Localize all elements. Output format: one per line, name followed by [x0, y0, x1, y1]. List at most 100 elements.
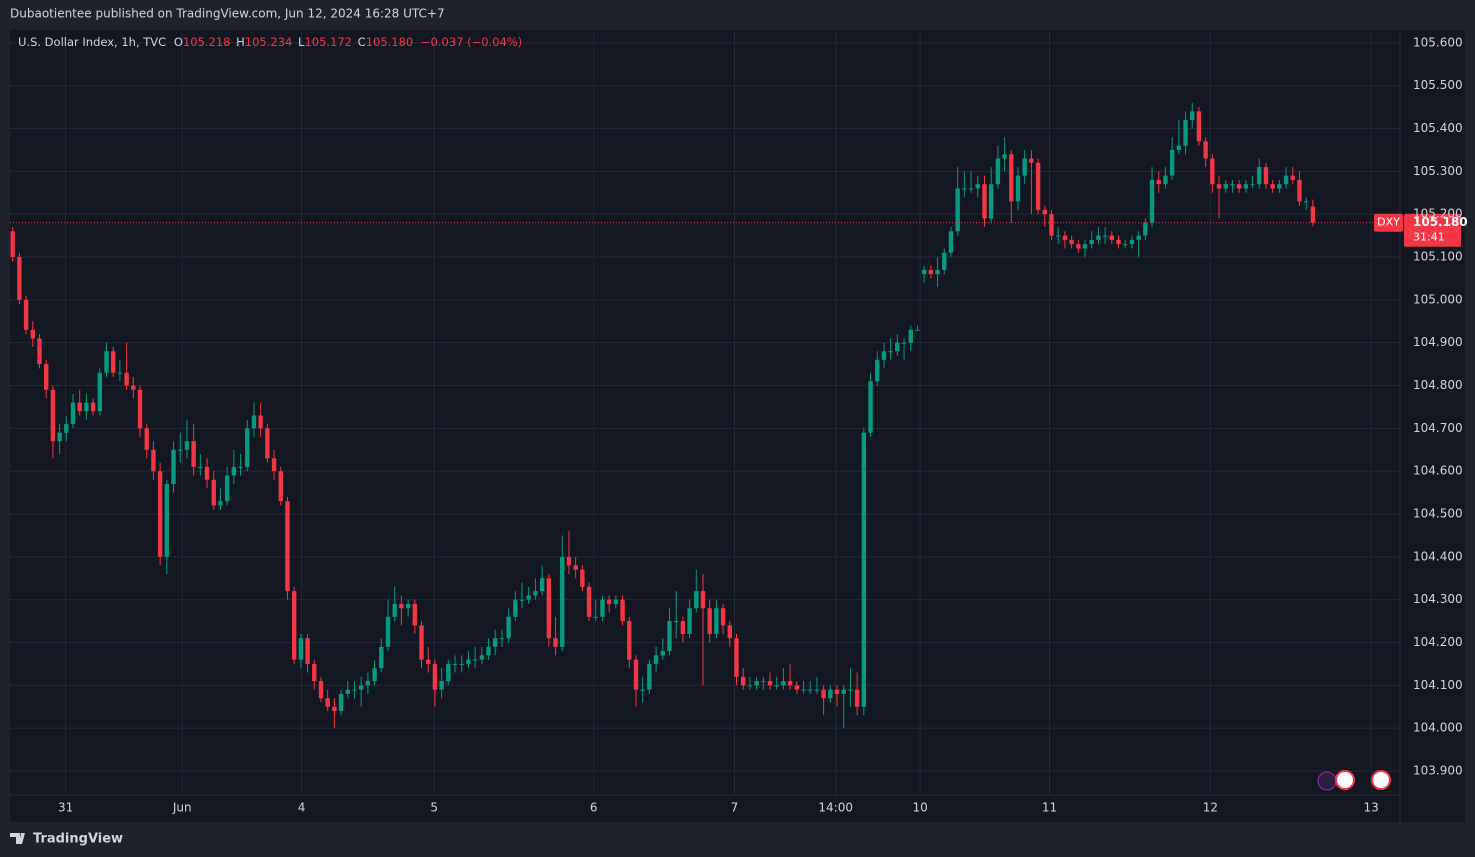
candle-body	[338, 693, 344, 712]
legend-l: L	[298, 35, 305, 49]
candle-body	[1243, 184, 1249, 189]
x-tick-label: Jun	[172, 801, 192, 815]
candle-body	[875, 359, 880, 382]
candle-body	[419, 625, 424, 660]
candle-body	[1297, 179, 1302, 202]
candle-body	[801, 689, 806, 691]
candle-body	[231, 466, 237, 476]
legend-h: H	[236, 35, 245, 49]
candle-body	[653, 655, 659, 664]
candle-body	[640, 689, 645, 691]
countdown-label: 31:41	[1413, 231, 1445, 244]
x-tick-label: 13	[1364, 801, 1379, 815]
candle-body	[352, 689, 357, 691]
candle-body	[1096, 235, 1101, 240]
candle-body	[580, 569, 585, 587]
event-icon[interactable]	[1371, 770, 1391, 790]
candle-body	[747, 685, 753, 687]
candle-body	[144, 428, 149, 450]
candle-body	[218, 501, 223, 506]
x-tick-label: 4	[298, 801, 306, 815]
candle-body	[814, 689, 820, 691]
candle-body	[325, 698, 330, 707]
candle-body	[975, 184, 980, 189]
candle-body	[928, 269, 934, 275]
x-tick-label: 14:00	[818, 801, 853, 815]
event-icon[interactable]	[1335, 770, 1355, 790]
y-tick-label: 104.300	[1413, 592, 1463, 606]
candle-body	[178, 449, 183, 451]
candle-body	[211, 479, 216, 506]
candle-body	[1109, 235, 1115, 240]
candle-body	[84, 402, 89, 412]
candle-body	[741, 676, 746, 686]
candle-body	[57, 432, 62, 442]
candle-body	[921, 269, 927, 275]
candle-body	[1176, 145, 1182, 150]
candle-body	[834, 689, 840, 694]
candle-body	[426, 659, 431, 664]
candle-body	[1190, 111, 1195, 120]
candle-body	[251, 415, 257, 429]
candle-body	[613, 599, 619, 604]
legend: U.S. Dollar Index, 1h, TVC O105.218 H105…	[18, 35, 522, 49]
candle-body	[714, 608, 719, 634]
price-tag-label: 105.180	[1413, 215, 1468, 229]
candle-body	[392, 603, 397, 617]
candle-body	[90, 402, 96, 412]
candle-body	[1163, 175, 1168, 185]
candle-body	[1203, 141, 1208, 159]
candle-body	[479, 655, 485, 660]
legend-open: 105.218	[183, 35, 231, 49]
candle-body	[104, 351, 109, 373]
legend-symbol: U.S. Dollar Index, 1h, TVC	[18, 35, 166, 49]
candle-body	[486, 646, 491, 656]
candle-body	[1082, 244, 1088, 249]
grid	[10, 30, 1400, 795]
candle-body	[854, 689, 860, 707]
candle-body	[620, 599, 625, 622]
candle-body	[895, 342, 900, 352]
candle-body	[77, 402, 82, 412]
event-icon[interactable]	[1317, 771, 1337, 791]
y-tick-label: 105.000	[1413, 292, 1463, 306]
candle-body	[781, 681, 786, 686]
candle-body	[1136, 235, 1141, 240]
y-tick-label: 104.500	[1413, 507, 1463, 521]
candle-body	[23, 299, 29, 330]
candle-body	[1283, 175, 1289, 185]
candle-body	[526, 595, 531, 600]
candle-body	[1250, 184, 1255, 186]
candle-body	[861, 432, 867, 707]
event-icons[interactable]	[1317, 770, 1391, 791]
candle-body	[1022, 158, 1027, 176]
candle-body	[533, 591, 538, 596]
y-tick-label: 104.800	[1413, 378, 1463, 392]
candle-body	[767, 681, 773, 686]
legend-change: −0.037 (−0.04%)	[421, 35, 522, 49]
candle-body	[1076, 244, 1081, 249]
chart-pane	[10, 30, 1465, 822]
ticker-tag-label: DXY	[1377, 216, 1400, 229]
candle-body	[204, 466, 210, 480]
candle-body	[385, 616, 391, 647]
candle-body	[647, 663, 652, 690]
brand-name: TradingView	[33, 832, 123, 847]
candle-body	[1257, 167, 1262, 185]
candle-body	[191, 441, 196, 467]
candle-body	[1116, 239, 1121, 245]
x-tick-label: 5	[430, 801, 438, 815]
candle-body	[1169, 149, 1175, 176]
candle-body	[466, 659, 471, 664]
candle-body	[1089, 239, 1094, 245]
candle-body	[358, 685, 364, 690]
candle-body	[1310, 206, 1316, 223]
candle-body	[184, 441, 190, 450]
candle-body	[774, 685, 779, 687]
candle-body	[988, 184, 994, 219]
y-tick-label: 104.000	[1413, 721, 1463, 735]
candle-body	[332, 706, 337, 712]
candle-body	[962, 188, 967, 190]
candle-body	[908, 329, 913, 343]
candle-body	[64, 424, 69, 433]
